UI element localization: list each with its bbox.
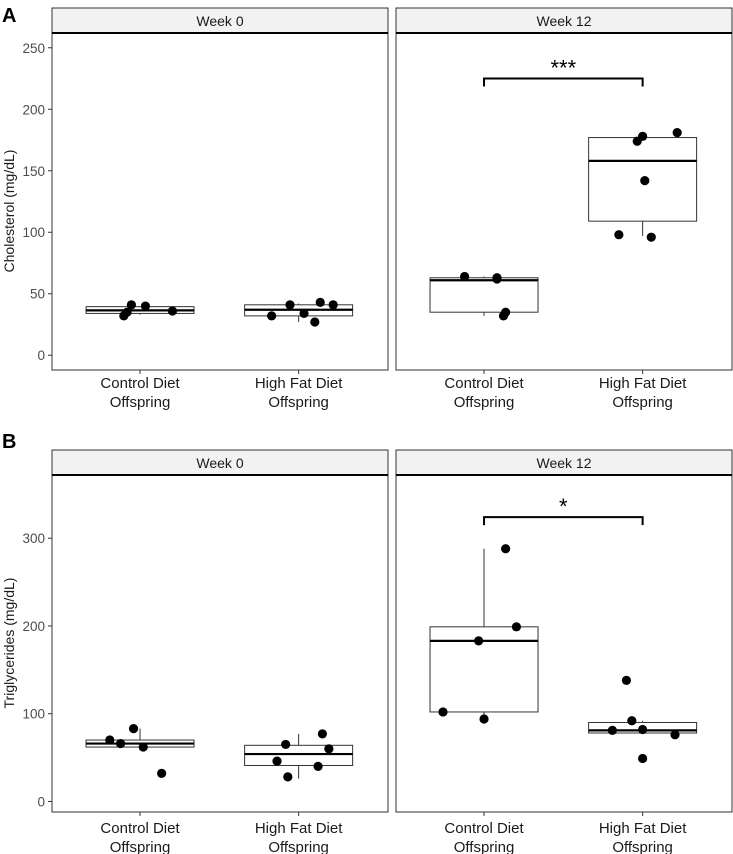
data-point bbox=[638, 131, 648, 141]
data-point bbox=[670, 730, 680, 740]
data-point bbox=[646, 232, 656, 242]
data-point bbox=[115, 738, 126, 749]
x-category-label-line2: Offspring bbox=[110, 839, 171, 854]
data-point bbox=[607, 725, 617, 735]
facet-title: Week 12 bbox=[537, 455, 592, 471]
y-tick-label: 300 bbox=[22, 531, 45, 546]
data-point bbox=[501, 307, 511, 317]
data-point bbox=[299, 308, 309, 319]
panel-label-B: B bbox=[2, 431, 16, 453]
significance-label: * bbox=[559, 494, 568, 519]
data-point bbox=[267, 311, 277, 321]
y-tick-label: 100 bbox=[22, 707, 45, 722]
data-point bbox=[438, 707, 448, 717]
x-category-label-line1: High Fat Diet bbox=[599, 375, 687, 392]
x-category-label-line1: Control Diet bbox=[100, 375, 180, 392]
data-point bbox=[479, 714, 489, 724]
data-point bbox=[167, 306, 178, 316]
facet-strip bbox=[395, 449, 733, 476]
data-point bbox=[638, 724, 648, 735]
facet-title: Week 12 bbox=[537, 13, 592, 29]
data-point bbox=[315, 297, 325, 307]
significance-label: *** bbox=[550, 56, 576, 81]
data-point bbox=[310, 317, 320, 327]
x-category-label-line1: High Fat Diet bbox=[255, 820, 343, 837]
data-point bbox=[140, 301, 151, 311]
data-point bbox=[328, 300, 338, 310]
significance-bracket bbox=[483, 516, 644, 526]
data-point bbox=[627, 716, 637, 726]
data-point bbox=[638, 753, 648, 764]
data-point bbox=[122, 307, 132, 317]
x-category-label-line1: High Fat Diet bbox=[599, 820, 687, 837]
y-tick-label: 50 bbox=[30, 287, 45, 302]
data-point bbox=[157, 768, 167, 778]
facet-title: Week 0 bbox=[196, 13, 243, 29]
data-point bbox=[640, 175, 650, 186]
facet-title: Week 0 bbox=[196, 455, 243, 471]
x-category-label-line2: Offspring bbox=[612, 839, 673, 854]
data-point bbox=[511, 622, 522, 632]
data-point bbox=[672, 128, 682, 138]
data-point bbox=[285, 300, 295, 310]
data-point bbox=[501, 544, 511, 554]
x-category-label-line2: Offspring bbox=[268, 394, 329, 411]
data-point bbox=[313, 761, 323, 771]
box bbox=[244, 744, 354, 766]
data-point bbox=[492, 274, 502, 284]
data-point bbox=[126, 300, 136, 310]
data-point bbox=[621, 675, 632, 685]
y-tick-label: 150 bbox=[22, 164, 45, 179]
data-point bbox=[459, 271, 470, 282]
data-point bbox=[272, 756, 282, 766]
box bbox=[429, 277, 539, 313]
y-tick-label: 0 bbox=[37, 348, 45, 363]
panel-frame bbox=[51, 32, 389, 371]
x-category-label-line2: Offspring bbox=[268, 839, 329, 854]
box bbox=[429, 626, 539, 713]
x-category-label-line1: High Fat Diet bbox=[255, 375, 343, 392]
data-point bbox=[283, 772, 293, 782]
y-tick-label: 200 bbox=[22, 102, 45, 117]
x-category-label-line2: Offspring bbox=[454, 394, 515, 411]
facet-strip bbox=[51, 7, 389, 34]
y-tick-label: 250 bbox=[22, 41, 45, 56]
panel-label-A: A bbox=[2, 5, 16, 27]
x-category-label-line2: Offspring bbox=[612, 394, 673, 411]
x-category-label-line2: Offspring bbox=[110, 394, 171, 411]
significance-bracket bbox=[483, 77, 644, 87]
data-point bbox=[317, 729, 327, 739]
data-point bbox=[128, 724, 139, 734]
data-point bbox=[281, 739, 291, 750]
data-point bbox=[324, 744, 334, 754]
x-category-label-line1: Control Diet bbox=[100, 820, 180, 837]
y-axis-label: Triglycerides (mg/dL) bbox=[1, 578, 17, 709]
y-tick-label: 0 bbox=[37, 794, 45, 809]
data-point bbox=[138, 742, 148, 752]
y-axis-label: Cholesterol (mg/dL) bbox=[1, 150, 17, 273]
y-tick-label: 200 bbox=[22, 619, 45, 634]
x-category-label-line1: Control Diet bbox=[444, 820, 524, 837]
x-category-label-line1: Control Diet bbox=[444, 375, 524, 392]
data-point bbox=[474, 636, 484, 646]
data-point bbox=[105, 735, 115, 745]
data-point bbox=[614, 230, 624, 240]
x-category-label-line2: Offspring bbox=[454, 839, 515, 854]
y-tick-label: 100 bbox=[22, 225, 45, 240]
facet-strip bbox=[51, 449, 389, 476]
